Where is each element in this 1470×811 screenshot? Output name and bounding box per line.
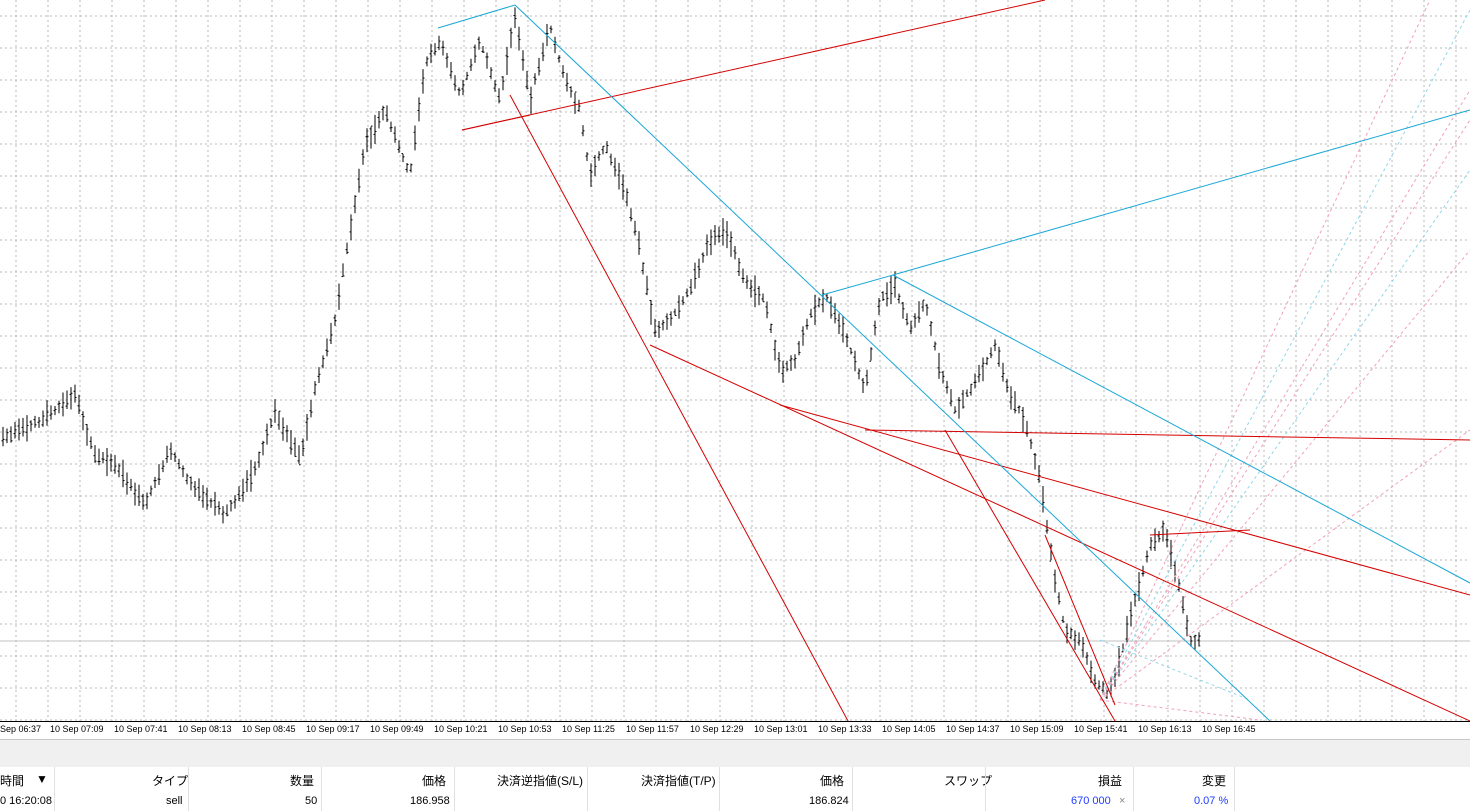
time-axis-label: 10 Sep 15:41 (1074, 724, 1128, 734)
column-header-volume[interactable]: 数量 (290, 774, 315, 788)
column-header-profit[interactable]: 損益 (1098, 774, 1123, 788)
fibonacci-fan-line (1099, 699, 1261, 721)
trendline-red (461, 0, 1046, 131)
row-type[interactable]: sell (166, 795, 183, 807)
column-divider[interactable] (1133, 767, 1134, 811)
time-axis-label: 10 Sep 07:09 (50, 724, 104, 734)
column-divider[interactable] (587, 767, 588, 811)
trendline-red (1149, 529, 1251, 536)
row-time[interactable]: 0 16:20:08 (0, 795, 52, 807)
column-header-price[interactable]: 価格 (422, 774, 447, 788)
trendline-red (1044, 534, 1116, 706)
time-axis-label: 10 Sep 13:01 (754, 724, 808, 734)
row-current-price[interactable]: 186.824 (809, 795, 849, 807)
fibonacci-fan-line (1099, 89, 1470, 701)
column-divider[interactable] (719, 767, 720, 811)
fibonacci-fan-line (1099, 9, 1470, 701)
toolbox-divider[interactable] (0, 739, 1470, 768)
column-divider[interactable] (1234, 767, 1235, 811)
column-divider[interactable] (852, 767, 853, 811)
time-axis-label: 10 Sep 14:37 (946, 724, 1000, 734)
column-header-change[interactable]: 変更 (1202, 774, 1227, 788)
time-axis-label: 10 Sep 09:49 (370, 724, 424, 734)
fibonacci-fan-line (1099, 0, 1431, 701)
price-chart[interactable] (0, 0, 1470, 721)
trendline-red (944, 429, 1116, 721)
column-header-tp[interactable]: 決済指値(T/P) (641, 774, 716, 788)
trendline-blue (437, 4, 516, 29)
time-axis-label: 10 Sep 12:29 (690, 724, 744, 734)
chart-canvas[interactable] (0, 0, 1470, 721)
trendline-red (461, 114, 531, 131)
time-axis-label: 10 Sep 14:05 (882, 724, 936, 734)
time-axis-label: 10 Sep 11:57 (626, 724, 679, 734)
time-axis-label: 10 Sep 11:25 (562, 724, 615, 734)
time-axis: Sep 06:37 10 Sep 07:09 10 Sep 07:41 10 Sep … (0, 721, 1470, 739)
trendline-red (649, 344, 1470, 721)
time-axis-label: 10 Sep 13:33 (818, 724, 872, 734)
column-header-time[interactable]: 時間 (0, 774, 25, 788)
trendline-red (779, 404, 1470, 596)
column-header-sl[interactable]: 決済逆指値(S/L) (497, 774, 584, 788)
close-position-icon[interactable]: × (1119, 795, 1126, 807)
column-header-type[interactable]: タイプ (152, 774, 189, 788)
fibonacci-fan-line (1099, 429, 1470, 701)
time-axis-label: 10 Sep 10:53 (498, 724, 552, 734)
time-axis-label: 10 Sep 07:41 (114, 724, 168, 734)
trendline-blue (821, 274, 894, 296)
column-divider[interactable] (321, 767, 322, 811)
column-divider[interactable] (188, 767, 189, 811)
fibonacci-fan-line (1099, 249, 1470, 701)
time-axis-label: 10 Sep 16:45 (1202, 724, 1256, 734)
time-axis-label: 10 Sep 08:45 (242, 724, 296, 734)
fibonacci-fan-line (1099, 639, 1251, 701)
time-axis-label: 10 Sep 08:13 (178, 724, 232, 734)
trade-panel: 時間 ▼ タイプ 数量 価格 決済逆指値(S/L) 決済指値(T/P) 価格 ス… (0, 767, 1470, 811)
time-axis-label: 10 Sep 10:21 (434, 724, 488, 734)
row-volume[interactable]: 50 (305, 795, 318, 807)
time-axis-label: 10 Sep 09:17 (306, 724, 360, 734)
trendline-red (509, 94, 849, 721)
sort-desc-icon[interactable]: ▼ (36, 772, 48, 786)
trendline-red (864, 429, 1470, 441)
time-axis-label: 10 Sep 16:13 (1138, 724, 1192, 734)
fibonacci-fan-line (1099, 119, 1470, 701)
column-divider[interactable] (454, 767, 455, 811)
column-header-swap[interactable]: スワップ (944, 774, 993, 788)
column-divider[interactable] (985, 767, 986, 811)
trendline-blue (892, 274, 1470, 584)
trendline-blue (514, 4, 1271, 721)
row-profit[interactable]: 670 000 (1071, 795, 1111, 807)
time-axis-label: 10 Sep 15:09 (1010, 724, 1064, 734)
row-open-price[interactable]: 186.958 (410, 795, 450, 807)
column-divider[interactable] (54, 767, 55, 811)
time-axis-label: Sep 06:37 (0, 724, 42, 734)
column-header-current-price[interactable]: 価格 (820, 774, 845, 788)
row-change[interactable]: 0.07 % (1194, 795, 1229, 807)
trendline-blue (892, 109, 1470, 276)
